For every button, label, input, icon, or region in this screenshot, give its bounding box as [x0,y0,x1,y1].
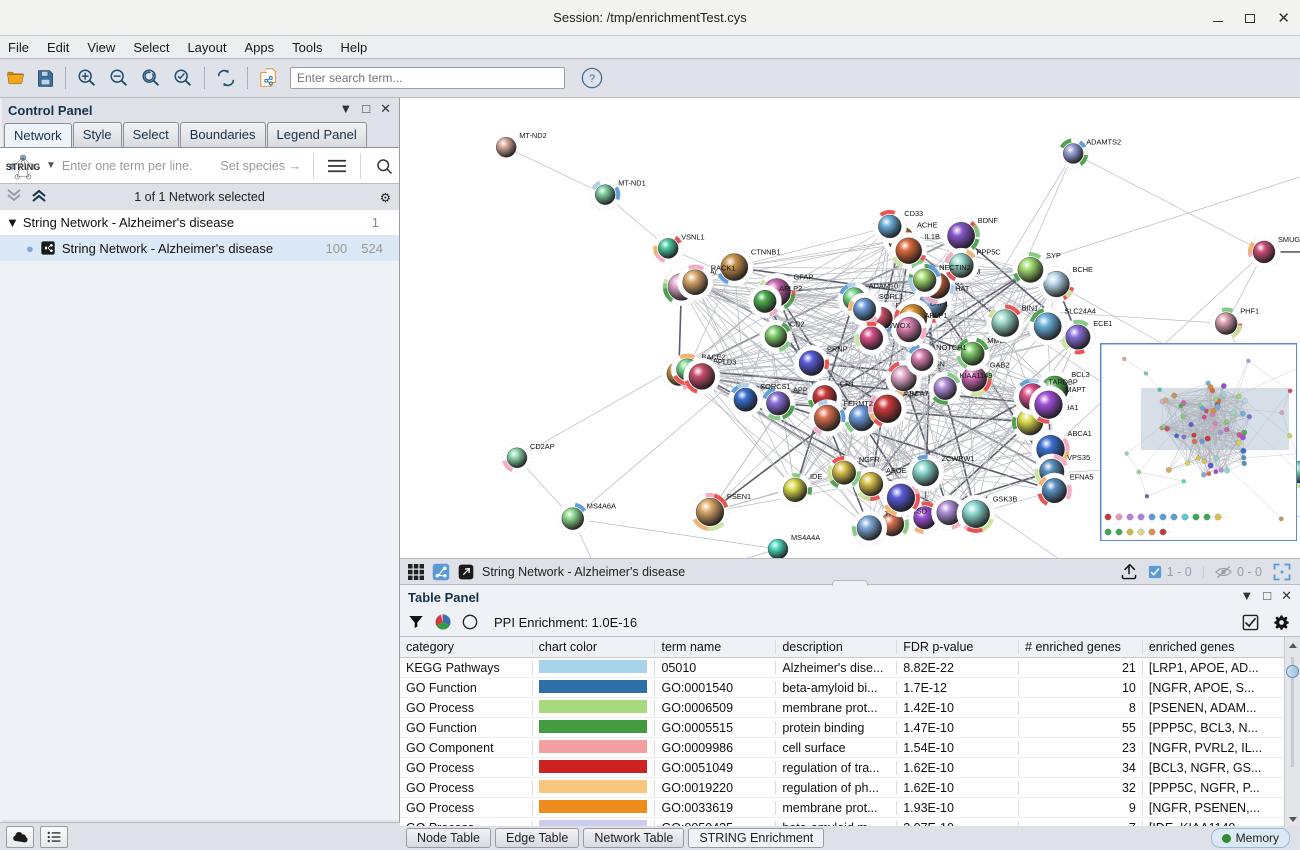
svg-text:ABCA7: ABCA7 [904,389,928,398]
svg-text:BIN1: BIN1 [1022,304,1038,313]
svg-text:PPP5C: PPP5C [976,247,1001,256]
svg-text:SORCS1: SORCS1 [760,382,790,391]
svg-text:IL1B: IL1B [925,232,940,241]
svg-text:NGFR: NGFR [859,455,880,464]
svg-text:GSK3B: GSK3B [993,494,1018,503]
svg-text:FERMT2: FERMT2 [843,399,873,408]
svg-text:EFNA5: EFNA5 [1070,472,1094,481]
svg-text:CD33: CD33 [904,209,923,218]
svg-text:MAPT: MAPT [1065,385,1086,394]
svg-text:GAB2: GAB2 [990,360,1010,369]
svg-text:PLD3: PLD3 [718,357,737,366]
svg-text:PSEN1: PSEN1 [727,492,751,501]
svg-text:APLP2: APLP2 [779,284,802,293]
svg-text:SORL1: SORL1 [879,292,903,301]
svg-text:VPS35: VPS35 [1067,453,1090,462]
svg-text:WWOX: WWOX [886,321,911,330]
svg-text:APLP1: APLP1 [924,311,947,320]
svg-text:ADAM10: ADAM10 [869,282,899,291]
svg-text:MT-ND2: MT-ND2 [519,131,547,140]
svg-text:ABCA1: ABCA1 [1068,429,1092,438]
svg-text:BCHE: BCHE [1072,265,1093,274]
svg-text:CD2AP: CD2AP [530,442,555,451]
svg-text:IDE: IDE [810,472,822,481]
svg-text:MS4A4A: MS4A4A [791,533,820,542]
svg-text:PHF1: PHF1 [1240,307,1259,316]
svg-text:APP: APP [793,386,808,395]
svg-text:CTNNB1: CTNNB1 [751,248,781,257]
svg-text:SYP: SYP [1046,251,1061,260]
svg-text:SMUG1: SMUG1 [1278,235,1300,244]
svg-text:GFAP: GFAP [794,273,814,282]
svg-text:ECE1: ECE1 [1093,319,1112,328]
svg-text:MT-ND1: MT-ND1 [618,179,646,188]
svg-text:?: ? [589,73,595,85]
svg-text:ACHE: ACHE [917,220,938,229]
svg-text:STRING: STRING [6,162,40,172]
svg-text:NECTIN2: NECTIN2 [939,263,971,272]
svg-text:VSNL1: VSNL1 [681,232,704,241]
svg-text:BDNF: BDNF [978,216,999,225]
svg-text:CR1: CR1 [840,379,855,388]
svg-text:APOE: APOE [886,466,907,475]
svg-text:PRNP: PRNP [827,345,848,354]
svg-text:RACK1: RACK1 [711,264,736,273]
svg-text:MS4A6A: MS4A6A [587,502,616,511]
svg-text:NOTCH1: NOTCH1 [936,343,966,352]
svg-text:ZCWPW1: ZCWPW1 [942,454,975,463]
svg-text:ADAMTS2: ADAMTS2 [1086,137,1121,146]
svg-text:CD2: CD2 [790,319,805,328]
svg-text:KIAA1149: KIAA1149 [960,371,993,380]
svg-text:SLC24A4: SLC24A4 [1064,307,1096,316]
